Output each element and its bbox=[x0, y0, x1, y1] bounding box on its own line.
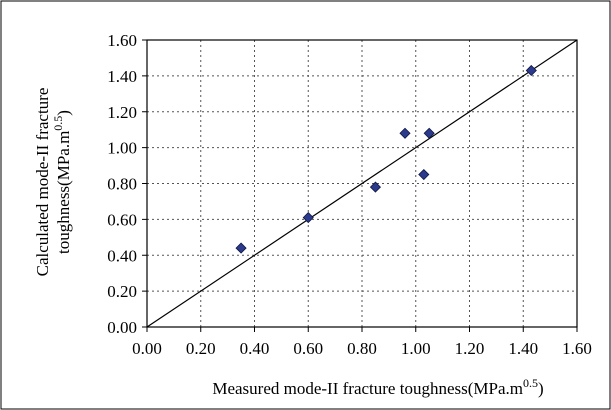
y-tick-label: 1.60 bbox=[107, 31, 137, 50]
data-points bbox=[235, 64, 537, 254]
y-tick-label: 0.60 bbox=[107, 210, 137, 229]
y-axis-ticks: 0.00 0.20 0.40 0.60 0.80 1.00 1.20 1.40 1.60 bbox=[107, 31, 147, 337]
x-tick-label: 0.20 bbox=[186, 339, 216, 358]
data-point-diamond bbox=[302, 212, 314, 224]
x-tick-label: 0.80 bbox=[347, 339, 377, 358]
data-point-diamond bbox=[525, 64, 537, 77]
data-point-diamond bbox=[418, 168, 430, 181]
x-tick-label: 1.20 bbox=[455, 339, 485, 358]
y-axis-title-line1: Calculated mode-II fracture bbox=[33, 88, 52, 277]
grid-lines bbox=[147, 40, 577, 327]
x-tick-label: 1.60 bbox=[562, 339, 592, 358]
x-axis-ticks: 0.00 0.20 0.40 0.60 0.80 1.00 1.20 1.40 1.60 bbox=[132, 327, 592, 358]
x-tick-label: 0.00 bbox=[132, 339, 162, 358]
data-point-diamond bbox=[369, 181, 382, 193]
data-point-diamond bbox=[235, 242, 247, 254]
x-tick-label: 1.00 bbox=[401, 339, 431, 358]
y-tick-label: 1.40 bbox=[107, 67, 137, 86]
y-tick-label: 0.80 bbox=[107, 175, 137, 194]
y-tick-label: 0.20 bbox=[107, 282, 137, 301]
y-tick-label: 0.00 bbox=[107, 318, 137, 337]
y-tick-label: 1.00 bbox=[107, 139, 137, 158]
y-axis-title-line2: toughness(MPa.m0.5) bbox=[51, 110, 73, 254]
data-point-diamond bbox=[423, 127, 435, 139]
x-axis-title: Measured mode-II fracture toughness(MPa.… bbox=[212, 376, 543, 398]
x-tick-label: 0.40 bbox=[240, 339, 270, 358]
y-tick-label: 1.20 bbox=[107, 103, 137, 122]
x-tick-label: 1.40 bbox=[508, 339, 538, 358]
reference-line bbox=[146, 39, 578, 328]
y-tick-label: 0.40 bbox=[107, 246, 137, 265]
x-tick-label: 0.60 bbox=[293, 339, 323, 358]
data-point-diamond bbox=[399, 127, 411, 139]
